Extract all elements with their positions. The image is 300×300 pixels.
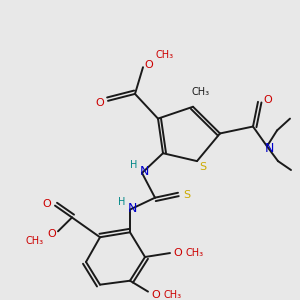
Text: N: N: [127, 202, 137, 215]
Text: O: O: [264, 95, 272, 105]
Text: CH₃: CH₃: [192, 87, 210, 97]
Text: O: O: [96, 98, 104, 108]
Text: N: N: [139, 166, 149, 178]
Text: H: H: [118, 196, 126, 207]
Text: O: O: [174, 248, 182, 258]
Text: O: O: [48, 229, 56, 239]
Text: S: S: [200, 162, 207, 172]
Text: H: H: [130, 160, 138, 170]
Text: CH₃: CH₃: [164, 290, 182, 300]
Text: O: O: [152, 290, 160, 300]
Text: O: O: [43, 199, 51, 208]
Text: N: N: [264, 142, 274, 155]
Text: CH₃: CH₃: [156, 50, 174, 60]
Text: CH₃: CH₃: [186, 248, 204, 258]
Text: CH₃: CH₃: [26, 236, 44, 246]
Text: O: O: [145, 60, 153, 70]
Text: S: S: [183, 190, 190, 200]
